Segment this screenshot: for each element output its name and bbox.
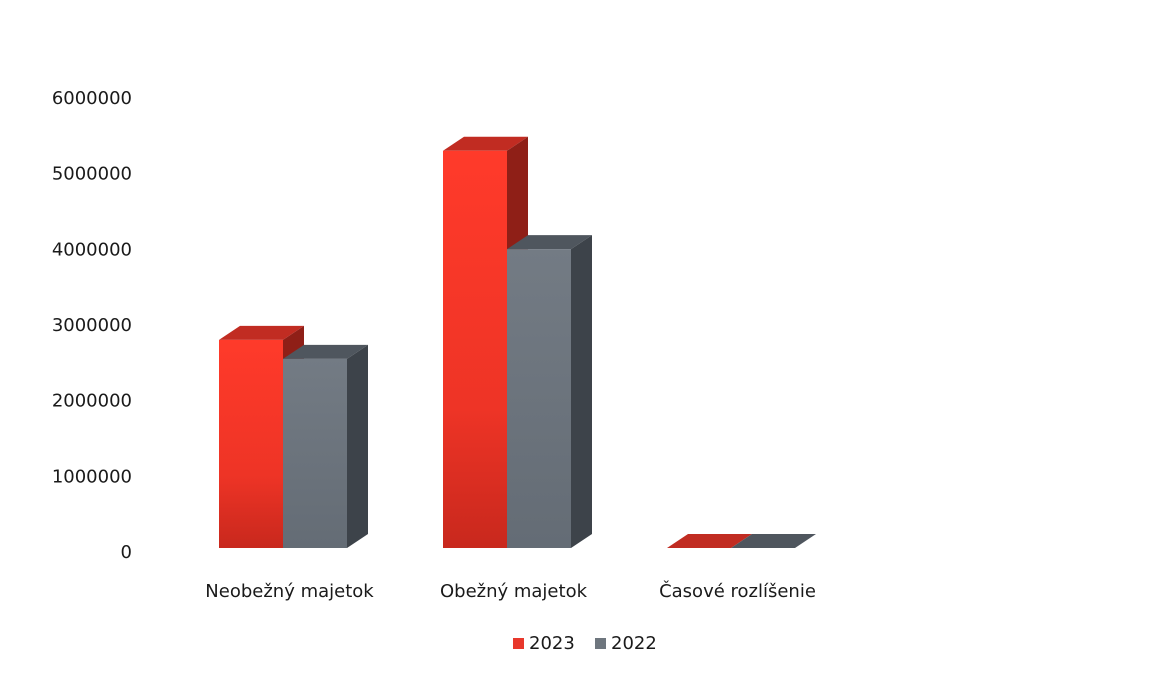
bar-2022-2	[731, 534, 816, 548]
legend-label-2023: 2023	[529, 633, 575, 654]
legend: 2023 2022	[513, 633, 657, 654]
x-category-label: Časové rozlíšenie	[659, 580, 816, 602]
y-tick-label: 6000000	[52, 88, 132, 109]
bar-front-face	[507, 249, 571, 548]
bar-top-face	[283, 344, 368, 359]
legend-swatch-2022	[595, 638, 606, 649]
y-tick-label: 0	[121, 542, 132, 563]
bar-2022-1	[507, 235, 592, 548]
bar-top-face	[443, 136, 528, 151]
y-tick-label: 1000000	[52, 466, 132, 487]
y-tick-label: 3000000	[52, 315, 132, 336]
bar-front-face	[219, 339, 283, 548]
x-axis-labels: Neobežný majetok Obežný majetok Časové roz…	[205, 580, 816, 602]
bar-front-face	[443, 150, 507, 548]
bar-front-face	[283, 358, 347, 548]
legend-swatch-2023	[513, 638, 524, 649]
bar-top-face	[219, 325, 304, 340]
x-category-label: Obežný majetok	[440, 581, 588, 602]
y-tick-label: 5000000	[52, 164, 132, 185]
x-category-label: Neobežný majetok	[205, 581, 374, 602]
bar-side-face	[571, 235, 592, 548]
legend-label-2022: 2022	[611, 633, 657, 654]
y-tick-label: 4000000	[52, 239, 132, 260]
bar-side-face	[347, 344, 368, 548]
bar-top-face	[731, 534, 816, 548]
bar-top-face	[667, 534, 752, 548]
y-tick-label: 2000000	[52, 391, 132, 412]
bar-top-face	[507, 235, 592, 250]
bar-2022-0	[283, 344, 368, 548]
y-axis-labels: 0 1000000 2000000 3000000 4000000 5000000 6000…	[52, 88, 132, 563]
bars	[219, 136, 816, 548]
bar-2023-2	[667, 534, 752, 548]
